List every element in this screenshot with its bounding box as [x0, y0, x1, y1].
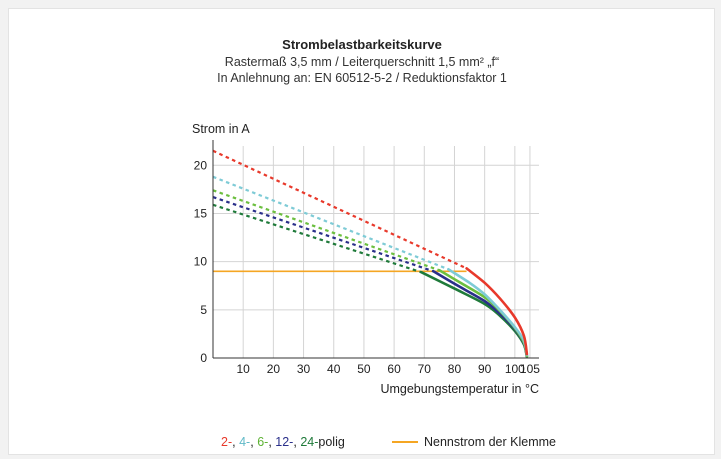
grid: [213, 146, 539, 358]
y-tick-label: 20: [194, 158, 208, 172]
chart-card: Strombelastbarkeitskurve Rastermaß 3,5 m…: [8, 8, 715, 455]
legend-separator: ,: [293, 435, 297, 449]
series-2-solid: [465, 267, 529, 356]
series-legend: 2-, 4-, 6-, 12-, 24-polig: [221, 435, 345, 449]
y-tick-label: 0: [200, 351, 207, 365]
x-tick-label: 105: [520, 362, 540, 376]
x-tick-label: 60: [387, 362, 401, 376]
x-tick-label: 90: [478, 362, 492, 376]
current-derating-chart: Strombelastbarkeitskurve Rastermaß 3,5 m…: [192, 37, 541, 396]
legend-series-6: 6-: [257, 435, 269, 449]
series-12-dashed: [212, 196, 434, 273]
legend-separator: ,: [232, 435, 236, 449]
legend-series-4: 4-: [239, 435, 251, 449]
axes: [212, 140, 539, 359]
y-axis-label: Strom in A: [192, 122, 250, 136]
x-tick-label: 20: [267, 362, 281, 376]
x-tick-label: 10: [237, 362, 251, 376]
nominal-legend-swatch: [392, 441, 418, 443]
chart-subtitle-1: Rastermaß 3,5 mm / Leiterquerschnitt 1,5…: [225, 55, 499, 69]
series-6-dashed: [212, 189, 440, 272]
y-tick-label: 15: [194, 206, 208, 220]
legend-series-2: 2-: [221, 435, 233, 449]
legend-separator: ,: [250, 435, 254, 449]
y-tick-label: 10: [194, 255, 208, 269]
series-4-dashed: [212, 175, 449, 271]
chart-subtitle-2: In Anlehnung an: EN 60512-5-2 / Reduktio…: [217, 71, 507, 85]
x-tick-label: 40: [327, 362, 341, 376]
legend-series-12: 12-: [275, 435, 294, 449]
series-lines: [212, 149, 529, 359]
x-tick-label: 70: [418, 362, 432, 376]
x-tick-label: 100: [505, 362, 525, 376]
series-2-dashed: [212, 149, 468, 270]
series-24-dashed: [212, 203, 422, 274]
nominal-legend-label: Nennstrom der Klemme: [424, 435, 556, 449]
x-tick-label: 80: [448, 362, 462, 376]
y-tick-label: 5: [200, 303, 207, 317]
legend-series-24: 24-: [300, 435, 319, 449]
nominal-legend: Nennstrom der Klemme: [392, 435, 556, 449]
chart-title: Strombelastbarkeitskurve: [282, 37, 442, 52]
legend-suffix: polig: [318, 435, 345, 449]
x-tick-label: 50: [357, 362, 371, 376]
legend-separator: ,: [268, 435, 272, 449]
x-tick-label: 30: [297, 362, 311, 376]
x-axis-label: Umgebungstemperatur in °C: [380, 382, 539, 396]
